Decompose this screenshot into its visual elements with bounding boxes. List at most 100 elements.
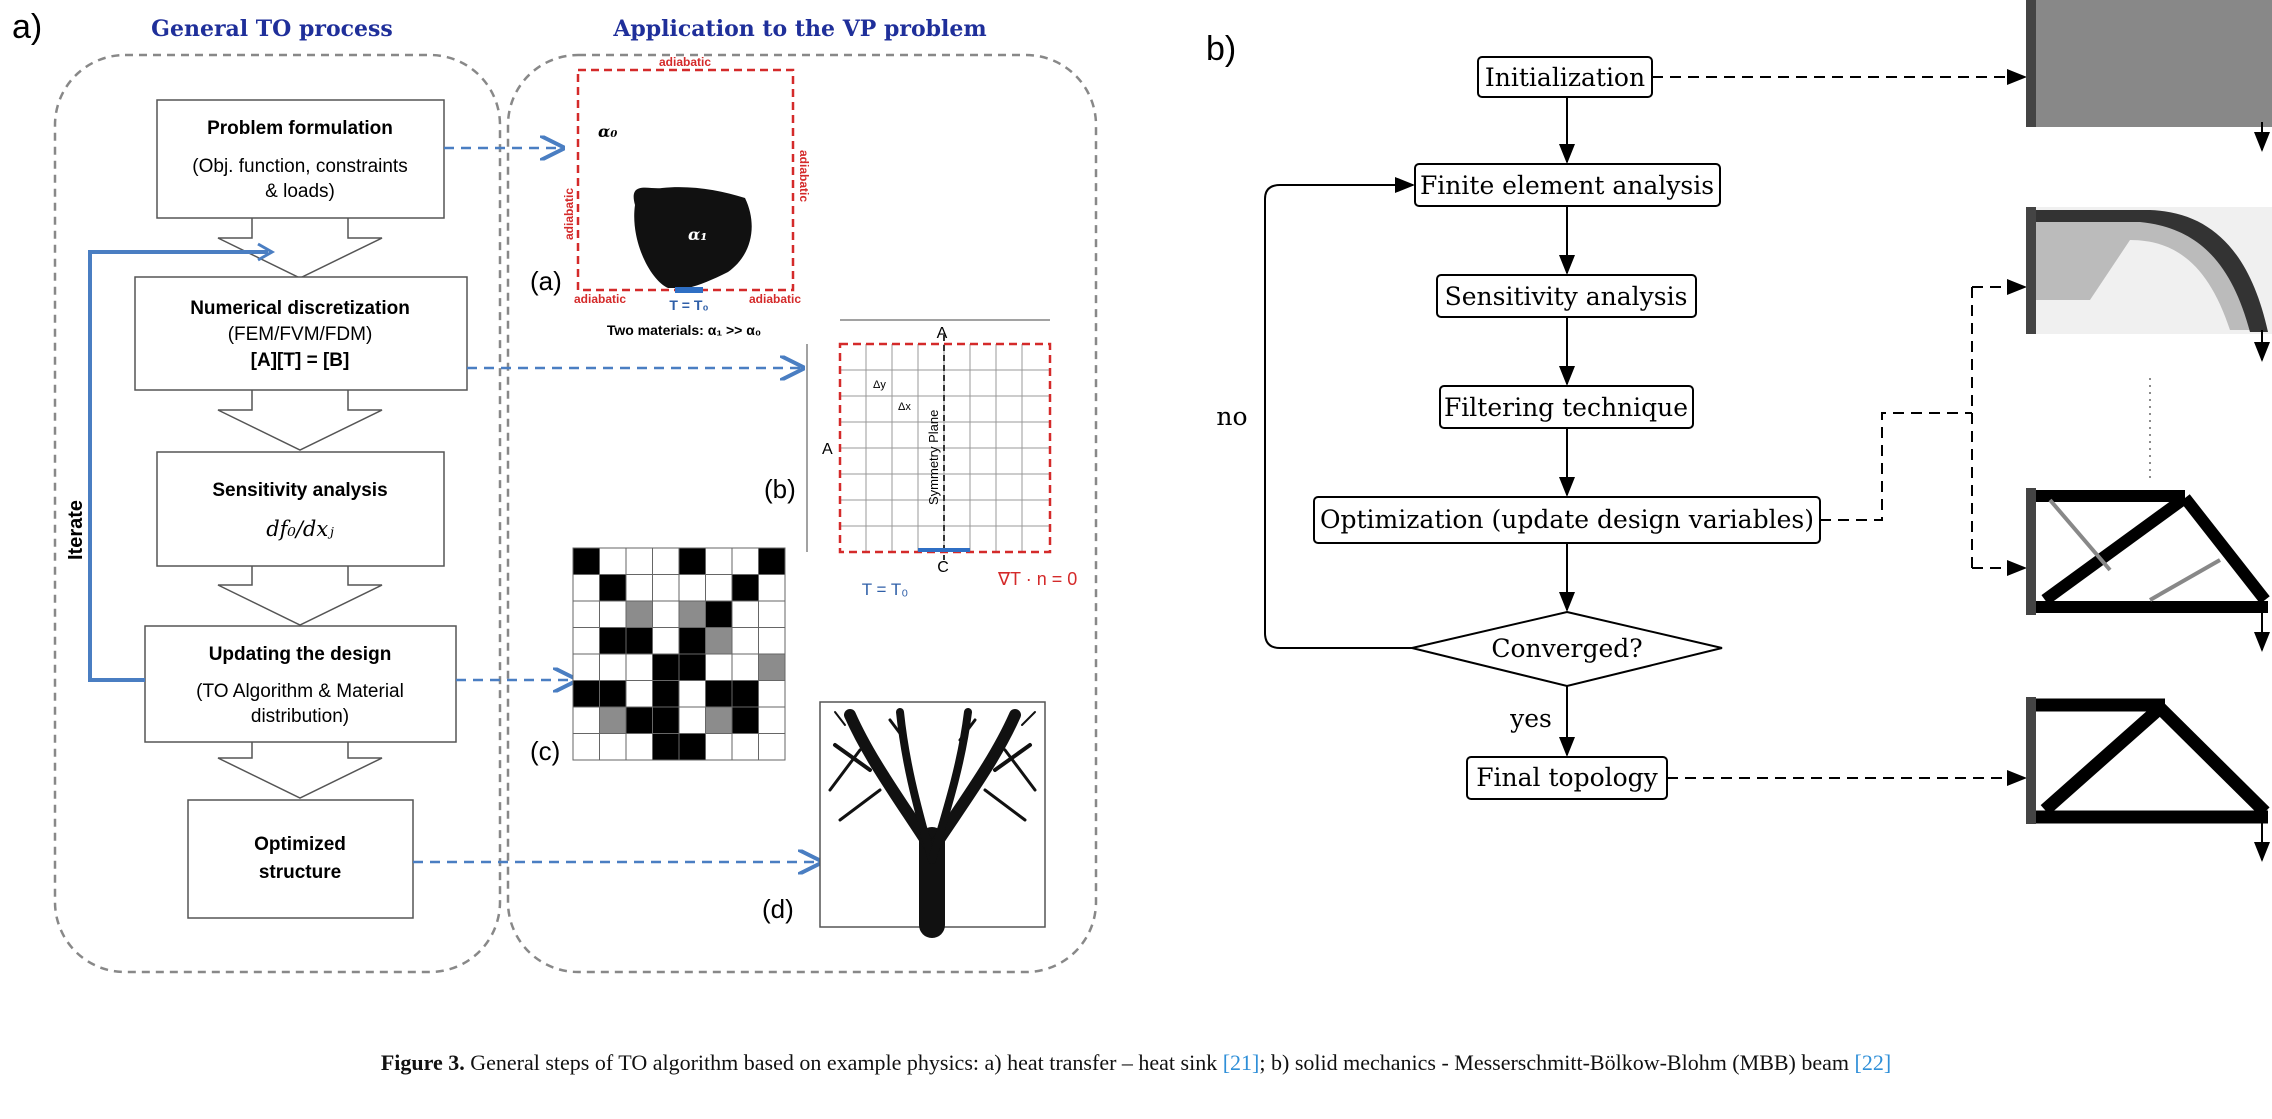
design-cell [572,574,600,602]
sub-a-label: (a) [530,266,562,296]
step5-line1: structure [259,862,341,883]
design-cell [652,680,680,708]
design-cell [599,680,627,708]
panel-a-label: a) [12,8,42,46]
materials-note: Two materials: α₁ >> α₀ [607,322,761,338]
adiabatic-left: adiabatic [562,188,576,240]
design-cell [599,574,627,602]
figure-caption: Figure 3. General steps of TO algorithm … [0,1050,2272,1076]
design-cell [705,653,733,681]
design-cell [705,706,733,734]
sub-c-label: (c) [530,736,560,766]
step2-line2: [A][T] = [B] [251,350,350,371]
heat-source-patch [675,287,703,293]
delta-y: Δy [873,379,886,391]
step1-line1: (Obj. function, constraints [192,156,407,177]
sub-d-label: (d) [762,894,794,924]
container-general-process [53,53,502,974]
header-vp-application: Application to the VP problem [612,16,986,42]
design-cell [652,600,680,628]
design-cell [599,600,627,628]
design-cell [678,547,706,575]
delta-x: Δx [898,401,911,413]
design-cell [572,653,600,681]
adiabatic-bottom-left: adiabatic [574,292,626,306]
alpha0-label: α₀ [598,122,617,141]
alpha1-label: α₁ [688,225,707,244]
design-cell [678,600,706,628]
design-cell [652,547,680,575]
adiabatic-right: adiabatic [797,150,811,202]
caption-ref-22[interactable]: [22] [1854,1050,1892,1075]
step1-title: Problem formulation [207,118,393,139]
initialization-label: Initialization [1485,63,1645,92]
step3-formula: df₀/dxⱼ [266,517,334,541]
design-cell [625,574,653,602]
caption-figure-label: Figure 3. [380,1050,465,1075]
dim-a-left: A [822,441,833,458]
step-problem-formulation [156,99,445,219]
iterate-label: Iterate [65,500,87,560]
vp-domain-boundary [576,68,795,292]
sub-b-temp: T = T₀ [862,580,909,599]
design-cell [758,547,786,575]
design-cell [599,627,627,655]
header-general-to: General TO process [151,16,393,42]
step4-line2: distribution) [251,706,349,727]
caption-ref-21[interactable]: [21] [1222,1050,1260,1075]
converged-label: Converged? [1491,634,1642,663]
design-cell [625,733,653,761]
design-cell [625,600,653,628]
design-cell [731,680,759,708]
final-topology-label: Final topology [1476,763,1658,792]
design-cell [625,547,653,575]
design-cell [678,680,706,708]
symmetry-plane-label: Symmetry Plane [926,410,941,505]
design-cell [678,574,706,602]
design-cell [572,627,600,655]
iterate-loop-arrow [88,250,268,682]
design-cell [625,680,653,708]
optimized-heatsink-tree [828,708,1037,938]
container-vp-application [506,53,1098,974]
design-cell [652,627,680,655]
flow-arrows-a [217,218,383,799]
design-cell [731,706,759,734]
step5-title: Optimized [254,834,346,855]
design-cell [652,706,680,734]
design-cell [705,627,733,655]
step-sensitivity-analysis [156,451,445,567]
step3-title: Sensitivity analysis [212,480,387,501]
design-cell [572,680,600,708]
design-cell [678,653,706,681]
step-optimized-structure [187,799,414,919]
caption-text-1: General steps of TO algorithm based on e… [464,1050,1223,1075]
design-cell [758,574,786,602]
design-cell [652,574,680,602]
sub-b-label: (b) [764,474,796,504]
step1-line2: & loads) [265,181,335,202]
design-cell [731,574,759,602]
design-cell [625,627,653,655]
design-cell [599,547,627,575]
design-cell [678,706,706,734]
design-cell [599,653,627,681]
design-cell [731,600,759,628]
design-variable-grid [572,547,786,761]
mapping-arrows [413,148,818,862]
design-cell [678,627,706,655]
design-cell [678,733,706,761]
dim-c: C [937,559,949,576]
step-updating-design [144,625,457,743]
step2-title: Numerical discretization [190,298,410,319]
neumann-bc: ∇T · n = 0 [997,569,1077,589]
mbb-thumbnail-iteration [2026,207,2272,362]
design-cell [731,627,759,655]
discretization-grid [806,319,1052,560]
design-cell [705,600,733,628]
step4-line1: (TO Algorithm & Material [196,681,404,702]
mbb-thumbnail-final [2026,697,2272,862]
design-cell [705,547,733,575]
design-cell [705,574,733,602]
